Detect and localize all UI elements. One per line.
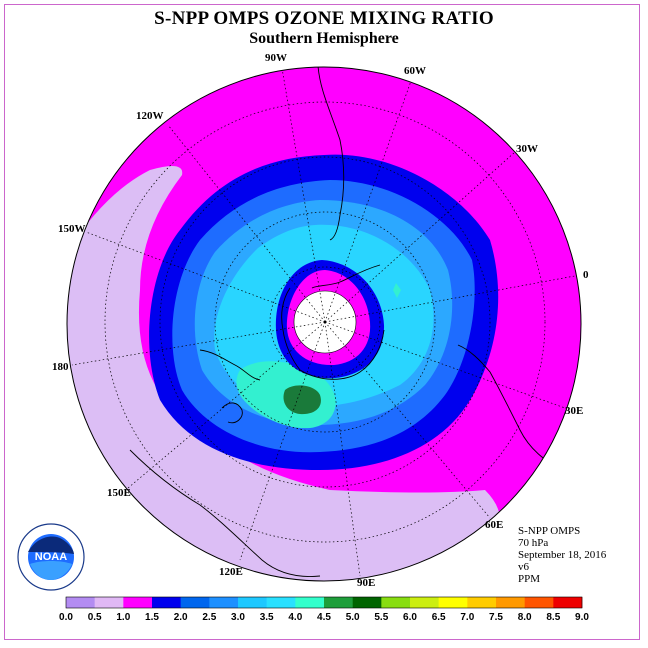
lon-label-60W: 60W: [404, 65, 426, 77]
lon-label-0: 0: [583, 269, 589, 281]
lon-label-180: 180: [52, 361, 69, 373]
coast-east-antarctica: [199, 349, 261, 381]
dark-green-maximum: [283, 385, 321, 415]
meridian-30E: [324, 321, 566, 409]
coast-africa: [457, 344, 561, 471]
logo-wave-shape: [30, 561, 72, 580]
lon-label-90E: 90E: [357, 577, 375, 589]
colorbar-swatch: [209, 597, 239, 608]
colorbar-tick-label: 4.0: [288, 612, 302, 623]
info-date: September 18, 2016: [518, 549, 607, 561]
colorbar-swatch: [553, 597, 583, 608]
colorbar-swatch: [94, 597, 124, 608]
lon-label-120W: 120W: [136, 110, 164, 122]
info-version: v6: [518, 561, 529, 573]
colorbar-swatch: [524, 597, 554, 608]
colorbar-tick-label: 0.5: [88, 612, 102, 623]
colorbar-tick-label: 9.0: [575, 612, 589, 623]
coast-antarctica: [281, 287, 385, 380]
meridian-30W: [324, 151, 516, 323]
colorbar-tick-label: 2.0: [174, 612, 188, 623]
lat-circle-60S: [159, 156, 491, 488]
colorbar-tick-label: 5.0: [346, 612, 360, 623]
lon-label-60E: 60E: [485, 519, 503, 531]
meridian-90W: [281, 67, 326, 323]
colorbar-tick-label: 3.0: [231, 612, 245, 623]
coastlines: [129, 67, 561, 577]
colorbar-swatch: [467, 597, 497, 608]
ozone-field: [67, 67, 581, 581]
info-units: PPM: [518, 573, 541, 585]
graticule: [71, 67, 581, 577]
figure-frame: [4, 4, 640, 640]
aqua-spot: [393, 283, 401, 298]
noaa-logo: NOAA: [17, 523, 85, 591]
colorbar-tick-label: 1.5: [145, 612, 159, 623]
colorbar-swatch: [381, 597, 411, 608]
meridian-180: [71, 321, 326, 366]
colorbar-swatch: [410, 597, 439, 608]
info-level: 70 hPa: [518, 537, 549, 549]
colorbar-tick-label: 6.5: [432, 612, 446, 623]
coast-australia: [129, 449, 321, 577]
colorbar-tick-label: 7.0: [460, 612, 474, 623]
meridian-150E: [127, 321, 326, 489]
colorbar-tick-label: 8.0: [518, 612, 532, 623]
colorbar-swatch: [266, 597, 296, 608]
map-boundary: [66, 66, 582, 582]
colorbar-tick-label: 5.5: [374, 612, 388, 623]
colorbar-tick-label: 0.0: [59, 612, 73, 623]
logo-bird-shape: [28, 536, 74, 554]
coast-new-zealand: [221, 402, 243, 424]
colorbar-swatch: [496, 597, 525, 608]
colorbar-tick-label: 1.0: [116, 612, 130, 623]
colorbar-tick-label: 2.5: [202, 612, 216, 623]
colorbar-swatch: [438, 597, 468, 608]
lon-label-30W: 30W: [516, 143, 538, 155]
meridian-0: [324, 274, 581, 323]
colorbar-swatch: [152, 597, 181, 608]
meridian-60E: [324, 321, 491, 519]
meridian-60W: [324, 80, 412, 323]
lat-circle-70S: [214, 211, 436, 433]
colorbar-tick-label: 7.5: [489, 612, 503, 623]
logo-wordmark: NOAA: [35, 551, 67, 563]
map-subtitle: Southern Hemisphere: [249, 30, 399, 47]
lon-label-90W: 90W: [265, 52, 287, 64]
colorbar-swatch: [123, 597, 153, 608]
lon-label-30E: 30E: [565, 405, 583, 417]
lavender-region: [67, 166, 500, 581]
colorbar-swatch: [295, 597, 325, 608]
lon-label-120E: 120E: [219, 566, 243, 578]
colorbar-tick-label: 6.0: [403, 612, 417, 623]
colorbar-tick-label: 4.5: [317, 612, 331, 623]
info-block: S-NPP OMPS 70 hPa September 18, 2016 v6 …: [518, 525, 606, 585]
lon-label-150E: 150E: [107, 487, 131, 499]
info-product: S-NPP OMPS: [518, 525, 581, 537]
longitude-labels: 90W 60W 30W 0 30E 60E 90E 120E 150E 180 …: [52, 52, 589, 589]
colorbar-swatch: [324, 597, 353, 608]
colorbar-swatch: [180, 597, 210, 608]
colorbar-tick-label: 3.5: [260, 612, 274, 623]
lat-circle-50S: [104, 101, 546, 543]
colorbar-tick-label: 8.5: [546, 612, 560, 623]
colorbar-border: [65, 596, 583, 609]
colorbar: 0.0 0.5 1.0 1.5 2.0 2.5 3.0 3.5 4.0 4.5 5.0 5.5 6.0 6…: [59, 596, 589, 623]
lon-label-150W: 150W: [58, 223, 86, 235]
meridian-150W: [85, 231, 326, 323]
map-title: S-NPP OMPS OZONE MIXING RATIO: [154, 8, 494, 29]
colorbar-swatch: [352, 597, 382, 608]
meridian-90E: [324, 321, 361, 577]
lat-circle-80S: [269, 266, 381, 378]
coast-south-america: [317, 67, 345, 241]
colorbar-swatch: [238, 597, 267, 608]
colorbar-swatch: [66, 597, 95, 608]
